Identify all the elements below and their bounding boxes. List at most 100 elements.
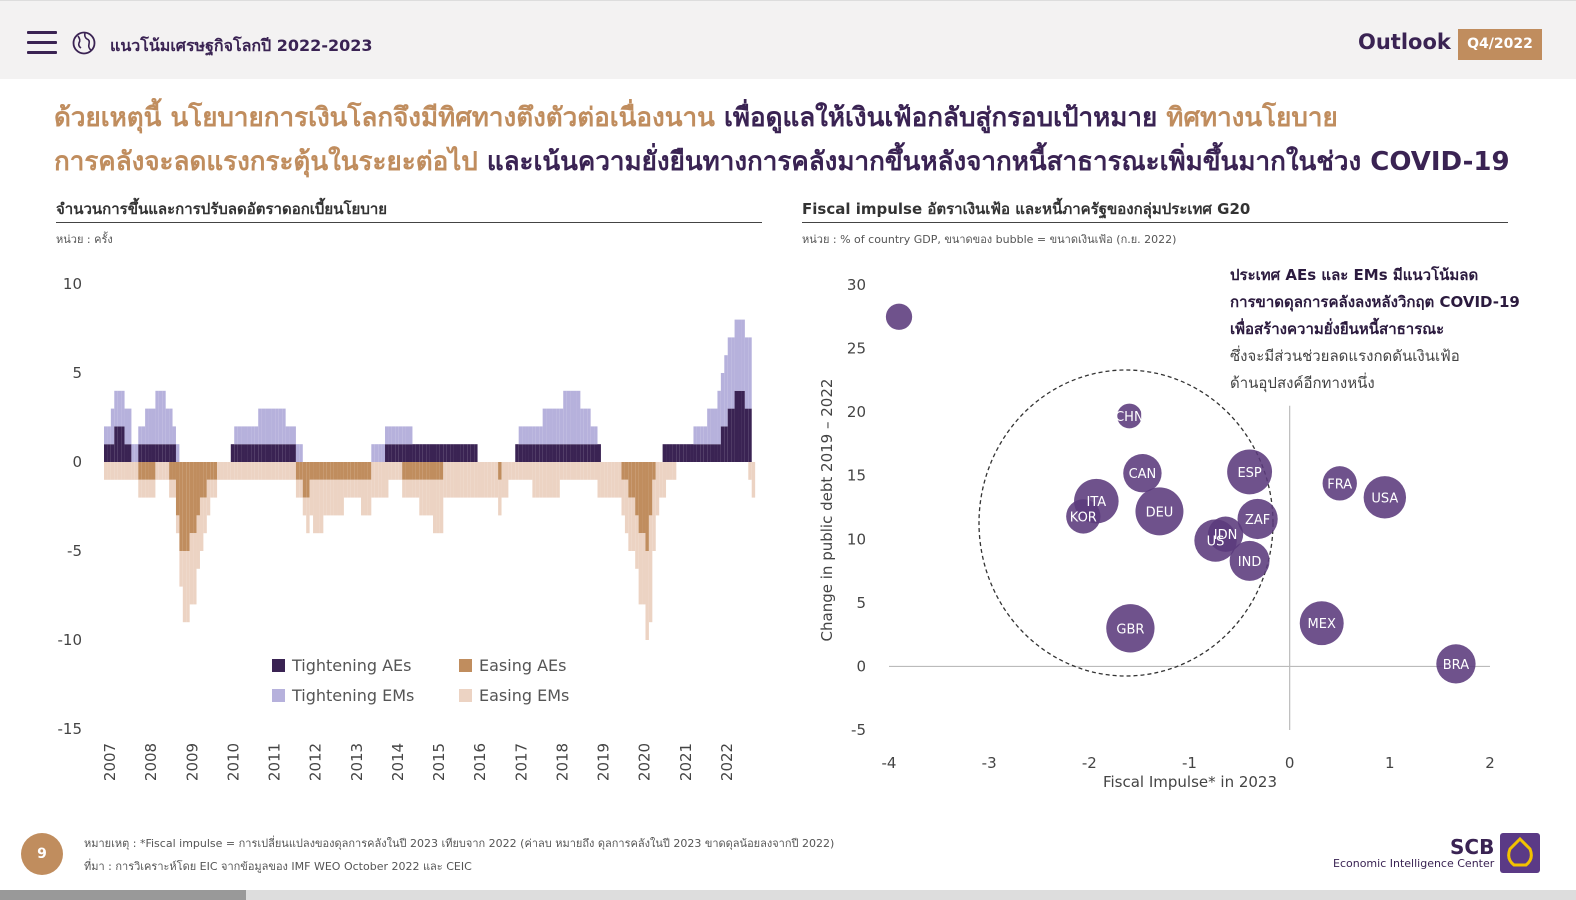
bar-easing-aes <box>206 462 211 480</box>
bar-tightening-ems <box>539 426 543 445</box>
y-tick-label: 10 <box>63 275 82 293</box>
x-tick-label: 2015 <box>430 743 448 781</box>
bar-easing-ems <box>121 462 125 480</box>
bar-easing-aes <box>193 462 197 534</box>
bar-tightening-aes <box>522 444 526 462</box>
bar-tightening-aes <box>230 444 235 462</box>
bar-easing-aes <box>343 462 348 480</box>
bar-tightening-ems <box>282 408 286 445</box>
bar-tightening-ems <box>289 426 293 445</box>
bar-easing-aes <box>415 462 420 480</box>
bar-easing-ems <box>350 479 355 498</box>
bar-easing-ems <box>559 462 564 480</box>
bar-easing-aes <box>302 462 307 498</box>
bar-easing-aes <box>635 462 639 516</box>
legend-swatch <box>459 689 472 702</box>
bar-tightening-ems <box>402 426 406 445</box>
bar-tightening-aes <box>460 444 464 462</box>
bar-easing-ems <box>638 533 643 605</box>
bar-tightening-ems <box>374 444 379 462</box>
bar-tightening-aes <box>268 444 272 462</box>
bar-easing-ems <box>217 462 221 480</box>
bar-easing-aes <box>621 462 625 480</box>
bar-easing-ems <box>124 462 128 480</box>
bar-easing-ems <box>611 462 615 498</box>
bar-easing-ems <box>456 462 461 498</box>
bar-easing-ems <box>631 497 636 551</box>
bar-easing-ems <box>275 462 279 480</box>
bar-tightening-ems <box>696 426 701 445</box>
y-tick-label: 15 <box>847 467 866 485</box>
bar-tightening-aes <box>710 444 715 462</box>
menu-icon[interactable] <box>27 31 57 55</box>
top-header: แนวโน้มเศรษฐกิจโลกปี 2022-2023 Outlook Q… <box>0 0 1576 79</box>
bar-easing-aes <box>179 462 183 551</box>
bar-tightening-ems <box>405 426 410 445</box>
bar-easing-aes <box>196 462 200 516</box>
bar-tightening-aes <box>717 444 721 462</box>
bar-tightening-ems <box>104 426 108 445</box>
bar-easing-ems <box>635 515 639 569</box>
bar-easing-ems <box>628 497 632 551</box>
bar-easing-aes <box>624 462 629 480</box>
bar-easing-ems <box>391 462 396 480</box>
bar-tightening-ems <box>141 426 146 445</box>
bar-easing-ems <box>282 462 286 480</box>
bubbles <box>885 303 1476 684</box>
bubble-chart: 30 25 20 15 10 5 0 -5 -4 -3 -2 -1 0 1 2 Fiscal Impulse*… <box>818 276 1495 791</box>
bar-tightening-aes <box>518 444 523 462</box>
bar-tightening-ems <box>707 408 711 445</box>
bar-easing-ems <box>470 462 475 498</box>
bar-tightening-aes <box>158 444 163 462</box>
bar-tightening-aes <box>467 444 471 462</box>
bar-tightening-ems <box>566 390 571 445</box>
bar-tightening-aes <box>456 444 461 462</box>
rate-chart: 10 5 0 -5 -10 -15 2007 2008 2009 2010 2011 2012 2013… <box>58 275 756 781</box>
bar-easing-ems <box>117 462 122 480</box>
bar-easing-ems <box>258 462 262 480</box>
bar-easing-ems <box>652 479 656 551</box>
y-tick-label: -15 <box>58 720 83 738</box>
bar-tightening-aes <box>450 444 454 462</box>
bar-easing-ems <box>587 462 591 480</box>
bar-easing-ems <box>271 462 276 480</box>
bar-tightening-aes <box>666 444 670 462</box>
bar-easing-aes <box>326 462 331 480</box>
bar-tightening-ems <box>251 426 255 445</box>
bar-easing-ems <box>535 462 540 498</box>
bar-easing-aes <box>405 462 410 480</box>
y-tick-label: 5 <box>72 364 82 382</box>
bar-tightening-aes <box>278 444 283 462</box>
bubble-label: CAN <box>1129 467 1157 482</box>
y-tick-label: 0 <box>72 453 82 471</box>
bar-tightening-aes <box>107 444 111 462</box>
right-panel-unit: หน่วย : % of country GDP, ขนาดของ bubble… <box>802 233 1177 246</box>
bar-tightening-ems <box>570 390 574 445</box>
bar-easing-aes <box>361 462 365 480</box>
bar-easing-ems <box>751 462 756 498</box>
y-tick-label: 30 <box>847 276 866 294</box>
bar-tightening-aes <box>385 444 389 462</box>
bar-tightening-ems <box>590 426 595 445</box>
bar-easing-ems <box>511 462 516 480</box>
bubble-label: US <box>1207 535 1225 550</box>
x-axis-title: Fiscal Impulse* in 2023 <box>1103 773 1277 791</box>
bar-tightening-aes <box>289 444 293 462</box>
bar-tightening-aes <box>138 444 142 462</box>
left-panel-unit: หน่วย : ครั้ง <box>56 233 113 246</box>
bar-tightening-aes <box>162 444 166 462</box>
bar-tightening-ems <box>528 426 533 445</box>
bar-tightening-ems <box>693 426 697 445</box>
bubble-esp <box>1227 449 1273 495</box>
bar-easing-ems <box>268 462 272 480</box>
bar-easing-ems <box>552 462 557 498</box>
bar-easing-aes <box>175 462 180 516</box>
bar-easing-aes <box>628 462 632 498</box>
bar-easing-ems <box>313 479 317 534</box>
bar-tightening-aes <box>237 444 242 462</box>
bar-easing-ems <box>354 479 358 498</box>
bar-tightening-aes <box>686 444 691 462</box>
bar-easing-aes <box>419 462 423 480</box>
bar-tightening-ems <box>587 408 591 445</box>
bar-tightening-aes <box>433 444 437 462</box>
